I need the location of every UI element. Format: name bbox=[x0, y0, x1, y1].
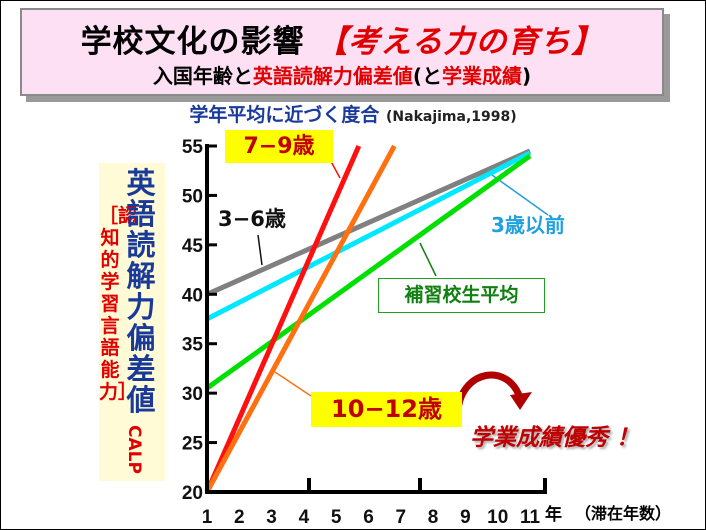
y-axis-label: 英語読解力偏差値 bbox=[126, 166, 156, 417]
series-line-4 bbox=[204, 144, 397, 494]
x-tick-label: 3 bbox=[266, 507, 277, 528]
title-highlight: 【考える力の育ち】 bbox=[316, 24, 604, 60]
success-note: 学業成績優秀 ！ bbox=[470, 425, 640, 451]
x-tick-label: 10 bbox=[487, 507, 508, 528]
x-tick-label: 5 bbox=[331, 507, 342, 528]
label-7-9: 7−9歳 bbox=[225, 130, 333, 163]
y-tick-label: 45 bbox=[182, 236, 204, 257]
series-line-3 bbox=[204, 144, 362, 494]
y-tick-label: 50 bbox=[182, 186, 203, 207]
subtitle: 学年平均に近づく度合 (Nakajima,1998) bbox=[0, 100, 706, 127]
y-tick-label: 30 bbox=[182, 384, 203, 405]
x-tick-label: 6 bbox=[363, 507, 374, 528]
x-tick-label: 9 bbox=[460, 507, 471, 528]
y-axis-label-suffix: CALP bbox=[124, 425, 144, 474]
x-axis-label: （滞在年数） bbox=[575, 504, 672, 523]
subtitle-text: 学年平均に近づく度合 bbox=[189, 104, 380, 126]
series-line-0 bbox=[205, 148, 532, 297]
arrow-head-icon bbox=[510, 392, 532, 410]
y-tick-label: 55 bbox=[182, 137, 204, 158]
x-unit: 年 bbox=[545, 505, 562, 525]
title2-e: ) bbox=[522, 64, 532, 88]
curved-arrow-icon bbox=[454, 371, 524, 411]
title-box: 学校文化の影響 【考える力の育ち】 入国年齢と英語読解力偏差値(と学業成績) bbox=[20, 8, 664, 96]
series-line-1 bbox=[205, 150, 532, 322]
leader-line bbox=[257, 234, 263, 266]
slide-title-line2: 入国年齢と英語読解力偏差値(と学業成績) bbox=[22, 60, 662, 89]
leader-line bbox=[419, 242, 437, 277]
x-tick-label: 8 bbox=[428, 507, 439, 528]
x-tick-label: 2 bbox=[234, 507, 245, 528]
x-tick-label: 4 bbox=[299, 507, 310, 528]
label-hoshuko: 補習校生平均 bbox=[378, 278, 545, 313]
label-before-3: 3歳以前 bbox=[491, 213, 565, 237]
y-tick-label: 20 bbox=[182, 483, 203, 504]
y-tick-label: 35 bbox=[182, 335, 204, 356]
title2-d: 学業成績 bbox=[442, 64, 522, 88]
title2-b: 英語読解力偏差値 bbox=[252, 64, 413, 88]
slide-title: 学校文化の影響 【考える力の育ち】 bbox=[22, 16, 662, 61]
y-label-box bbox=[99, 163, 165, 481]
y-tick-label: 25 bbox=[182, 434, 204, 455]
x-tick-label: 11 bbox=[520, 507, 541, 528]
leader-line bbox=[274, 371, 312, 397]
series-line-2 bbox=[205, 153, 532, 391]
title2-c: (と bbox=[412, 64, 442, 88]
label-10-12: 10−12歳 bbox=[311, 392, 462, 427]
x-tick-label: 1 bbox=[202, 507, 213, 528]
y-tick-label: 40 bbox=[182, 285, 203, 306]
x-tick-label: 7 bbox=[396, 507, 407, 528]
title2-a: 入国年齢と bbox=[152, 64, 253, 88]
leader-line bbox=[491, 174, 549, 216]
label-3-6: 3−6歳 bbox=[218, 207, 286, 231]
citation: (Nakajima,1998) bbox=[386, 109, 517, 125]
title-main: 学校文化の影響 bbox=[80, 24, 305, 60]
